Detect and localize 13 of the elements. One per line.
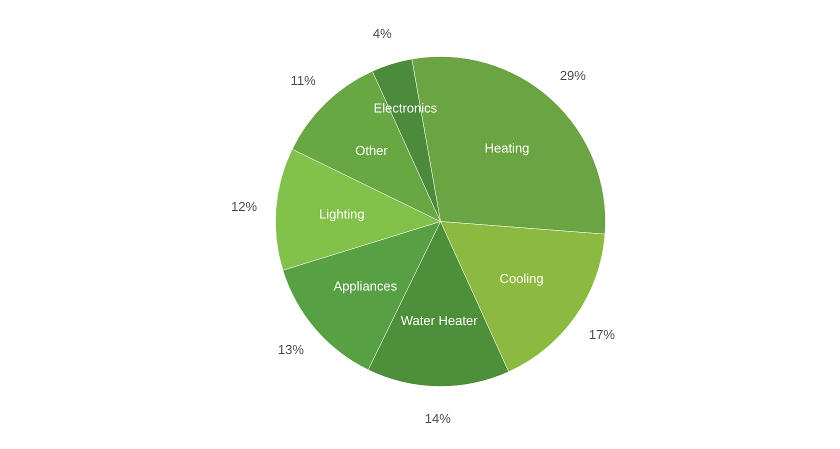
data-label: 4% (372, 26, 392, 41)
data-label: 12% (231, 198, 258, 214)
slice-label: Appliances (334, 278, 398, 294)
slice-label: Water Heater (400, 312, 478, 328)
data-label: 13% (278, 342, 304, 358)
data-label: 11% (290, 72, 316, 88)
slice-label: Cooling (500, 270, 544, 286)
slice-label: Heating (484, 140, 530, 156)
data-label: 29% (560, 68, 586, 84)
data-label: 17% (588, 326, 616, 342)
slice-label: Other (355, 143, 388, 158)
data-label: 14% (424, 410, 452, 426)
slice-label: Lighting (319, 206, 365, 222)
